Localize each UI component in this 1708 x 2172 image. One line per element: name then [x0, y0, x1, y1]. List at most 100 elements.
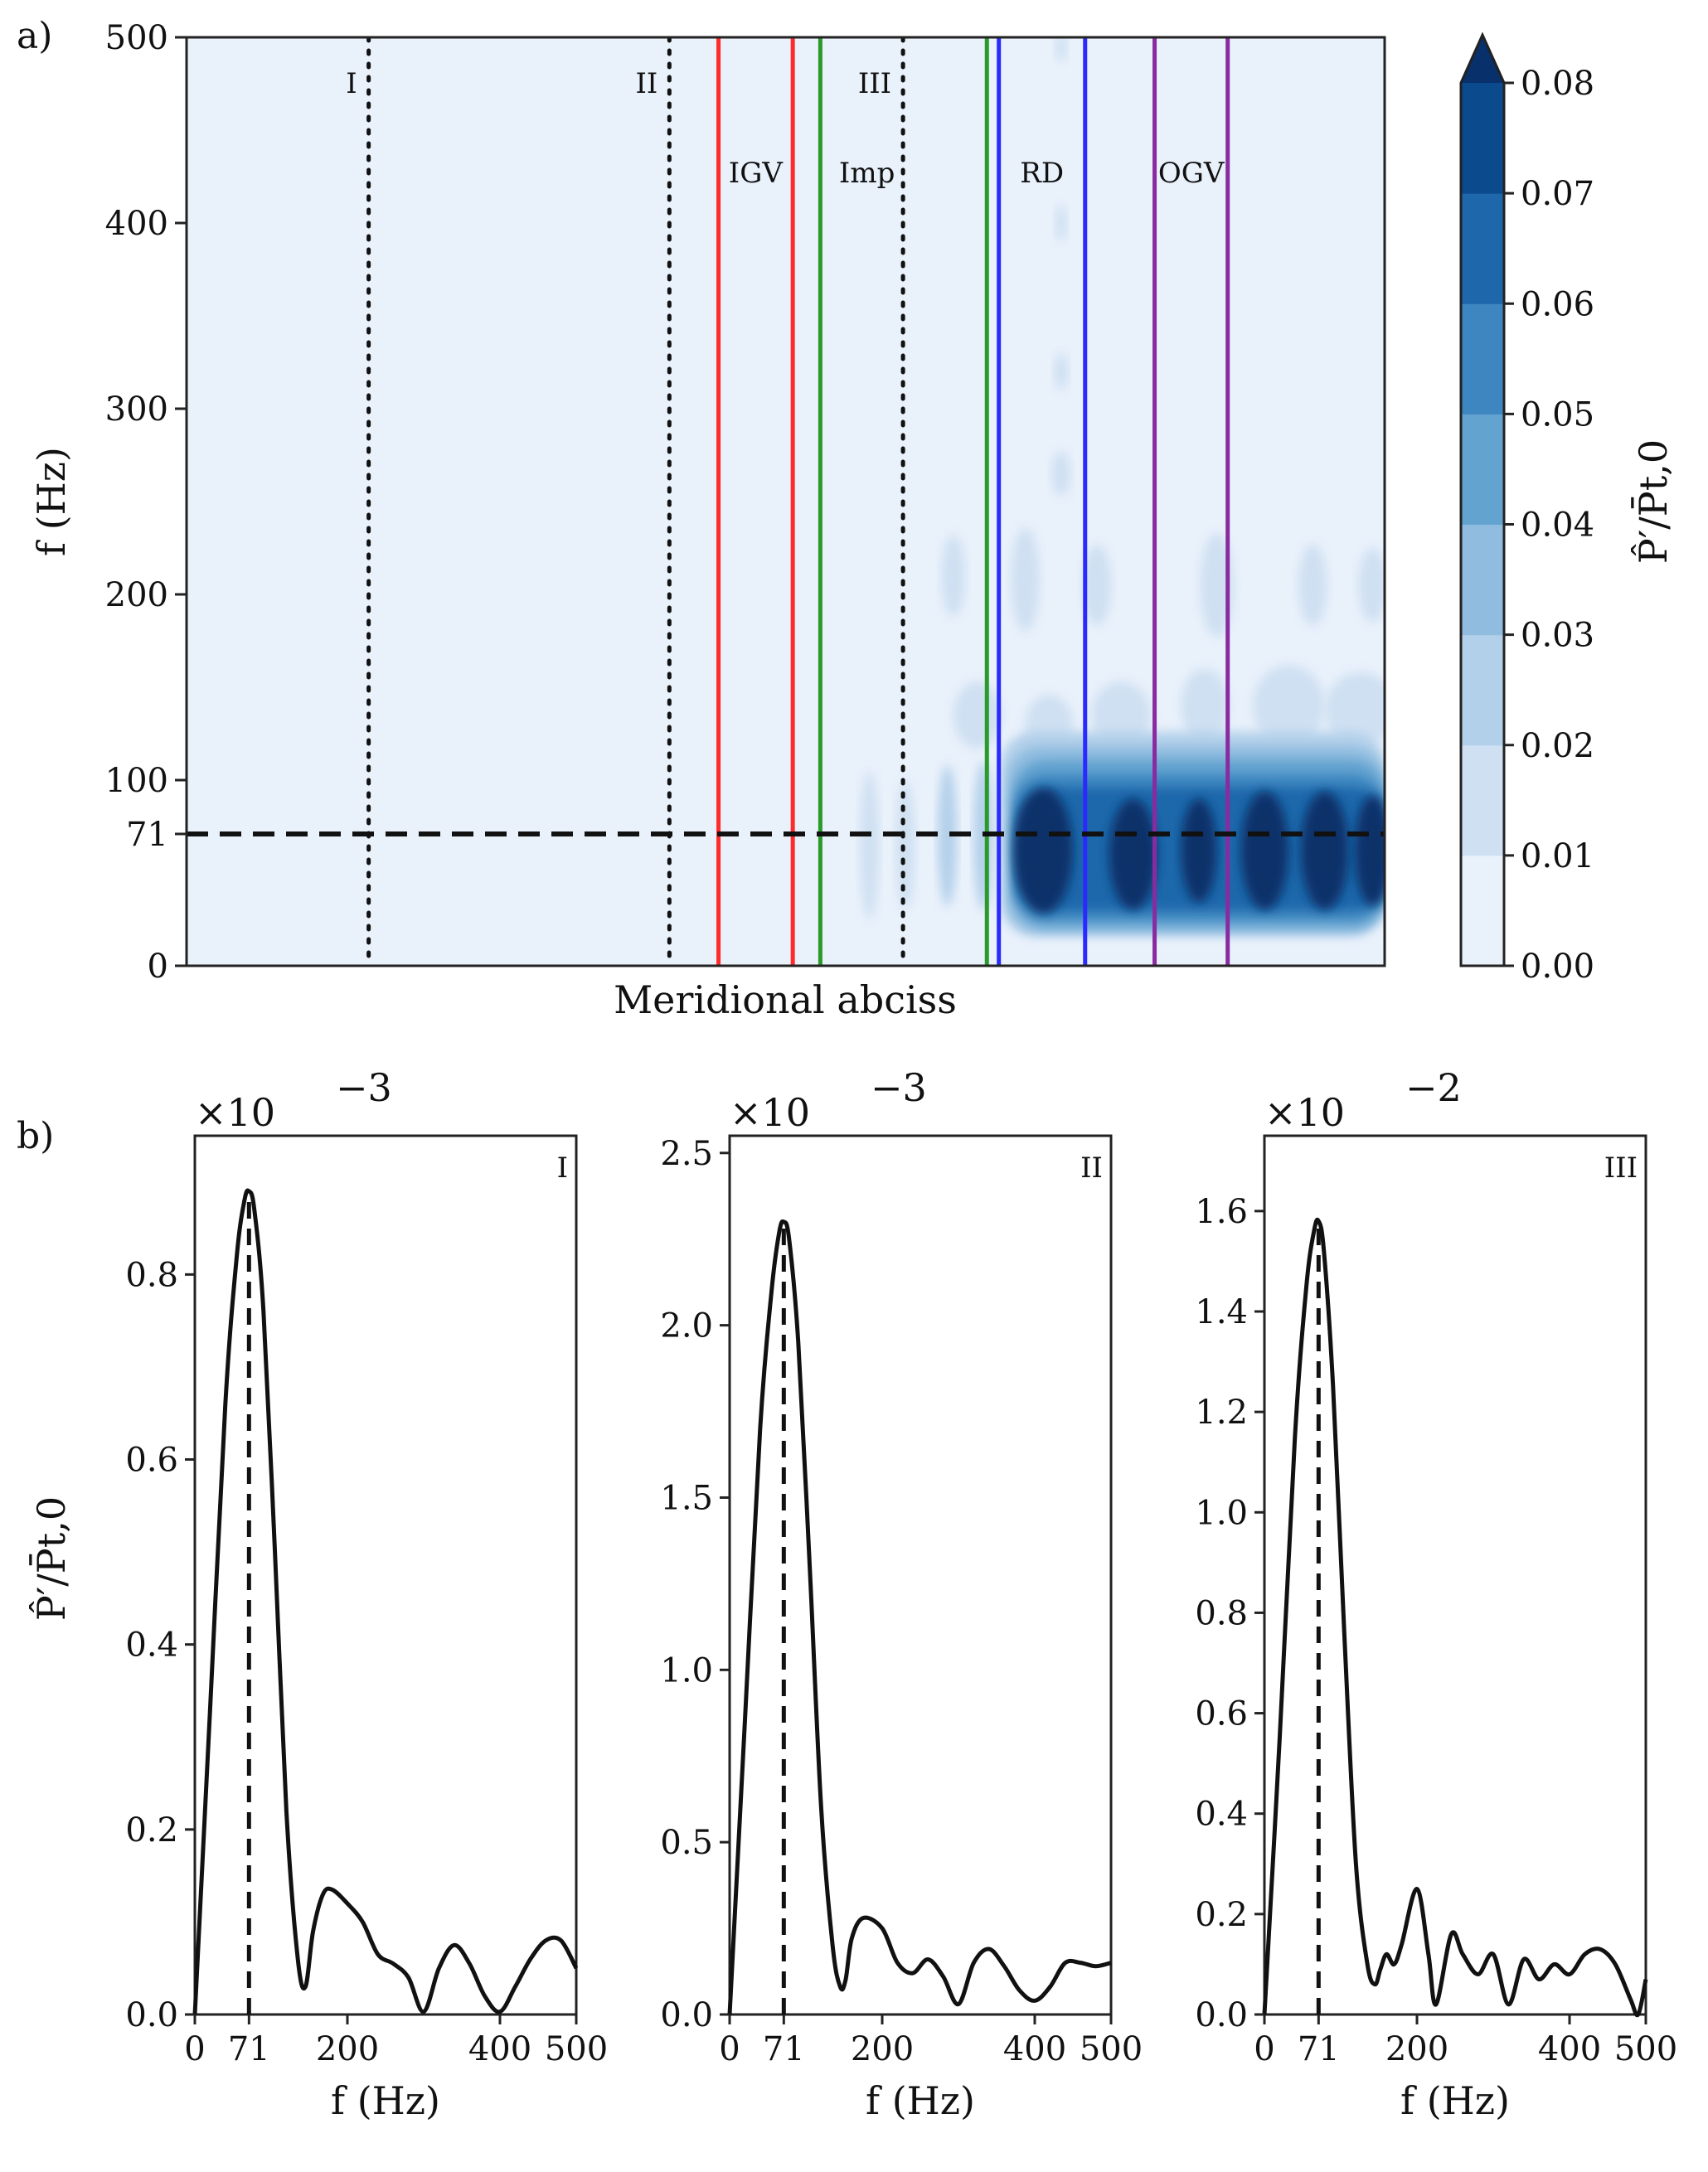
- panel-a-label: a): [17, 15, 52, 57]
- line-chart-II: 0.0 0.5 1.0 1.5 2.0 2.5 0 71 200 400 500 f (Hz) II ×1…: [660, 1065, 1143, 2123]
- y-tick-label: 0.0: [660, 1996, 713, 2034]
- colorbar-segment: [1461, 744, 1504, 856]
- scale-factor-exponent: −3: [336, 1065, 392, 1110]
- panel-b-y-axis-label: P̂′/P̄t,0: [28, 1496, 74, 1621]
- colorbar-segment: [1461, 855, 1504, 967]
- minor-contour: [1011, 527, 1040, 632]
- probe-label-I: I: [346, 67, 357, 100]
- peak-core: [1109, 798, 1157, 910]
- plot-frame: [728, 1134, 1113, 2016]
- x-tick-label: 71: [228, 2030, 270, 2068]
- x-tick-label: 0: [184, 2030, 205, 2068]
- probe-label-II: II: [635, 67, 657, 100]
- peak-core: [1181, 798, 1217, 903]
- x-tick-label: 0: [719, 2030, 740, 2068]
- y-tick-label: 0.6: [1195, 1695, 1248, 1733]
- colorbar-segment: [1461, 83, 1504, 194]
- spectrum-line: [192, 1188, 579, 2015]
- peak-core: [1240, 791, 1289, 910]
- colorbar: 0.00 0.01 0.02 0.03 0.04 0.05 0.06 0.07 0.08: [1459, 32, 1594, 986]
- y-tick-label: 0: [148, 948, 168, 986]
- y-tick-label: 500: [105, 19, 168, 57]
- minor-contour: [1054, 352, 1069, 390]
- minor-contour: [1358, 548, 1385, 623]
- x-tick-label: 71: [763, 2030, 805, 2068]
- y-tick-label: 0.0: [125, 1996, 178, 2034]
- scale-factor-label: ×10: [195, 1090, 275, 1135]
- probe-annotation: I: [557, 1151, 568, 1185]
- probe-annotation: III: [1604, 1151, 1638, 1185]
- colorbar-segment: [1461, 303, 1504, 415]
- probe-annotation: II: [1080, 1151, 1103, 1185]
- panel-b-label: b): [17, 1115, 54, 1157]
- scale-factor-label: ×10: [730, 1090, 810, 1135]
- x-tick-label: 500: [1614, 2030, 1677, 2068]
- y-tick-label: 0.4: [125, 1627, 178, 1665]
- y-axis-ticks: 0 71 100 200 300 400 500: [105, 19, 187, 986]
- x-tick-label: 0: [1254, 2030, 1274, 2068]
- y-tick-label: 100: [105, 762, 168, 800]
- minor-contour: [1055, 204, 1068, 242]
- heatmap-frame: [185, 36, 1386, 967]
- x-tick-label: 400: [468, 2030, 531, 2068]
- y-tick-label: 0.6: [125, 1442, 178, 1480]
- harmonic-contour: [953, 681, 1002, 749]
- y-tick-label: 0.2: [1195, 1896, 1248, 1934]
- heatmap-panel: 0 71 100 200 300 400 500 Meridional abciss f (…: [29, 19, 1676, 1022]
- x-tick-label: 200: [1385, 2030, 1448, 2068]
- colorbar-tick-label: 0.06: [1521, 285, 1594, 323]
- upstream-lobe: [860, 770, 880, 919]
- x-axis-label: Meridional abciss: [614, 977, 957, 1022]
- colorbar-tick-label: 0.02: [1521, 727, 1594, 765]
- y-tick-label: 300: [105, 390, 168, 429]
- colorbar-tick-label: 0.04: [1521, 507, 1594, 545]
- x-tick-label: 200: [316, 2030, 379, 2068]
- zone-label-rd: RD: [1020, 157, 1064, 190]
- y-tick-label: 1.4: [1195, 1293, 1248, 1331]
- colorbar-tick-label: 0.03: [1521, 617, 1594, 655]
- colorbar-segment: [1461, 414, 1504, 525]
- spectrum-line: [1262, 1217, 1648, 2018]
- x-tick-label: 200: [851, 2030, 914, 2068]
- colorbar-segment: [1461, 524, 1504, 636]
- y-tick-label: 1.6: [1195, 1193, 1248, 1231]
- y-tick-label: 0.8: [125, 1256, 178, 1294]
- minor-contour: [941, 535, 966, 617]
- x-tick-label: 400: [1538, 2030, 1601, 2068]
- spectrum-line: [727, 1219, 1112, 2015]
- x-axis-label: f (Hz): [866, 2078, 975, 2123]
- colorbar-tick-label: 0.00: [1521, 948, 1594, 986]
- line-chart-III: 0.0 0.2 0.4 0.6 0.8 1.0 1.2 1.4 1.6 0 71 200 400 500 f…: [1195, 1065, 1677, 2123]
- harmonic-contour: [1324, 672, 1385, 747]
- minor-contour: [1051, 451, 1071, 497]
- y-tick-label: 2.0: [660, 1307, 713, 1345]
- y-tick-label: 1.5: [660, 1479, 713, 1517]
- x-tick-label: 500: [545, 2030, 608, 2068]
- colorbar-tick-label: 0.01: [1521, 837, 1594, 875]
- y-tick-label: 0.4: [1195, 1796, 1248, 1834]
- minor-contour: [1298, 544, 1327, 627]
- upstream-lobe: [938, 765, 958, 907]
- colorbar-extend-arrow: [1461, 35, 1504, 83]
- y-tick-label: 1.0: [660, 1651, 713, 1690]
- minor-contour: [1082, 544, 1112, 627]
- colorbar-label: P̂′/P̄t,0: [1630, 439, 1676, 564]
- y-axis-label: f (Hz): [29, 447, 74, 556]
- y-tick-label: 200: [105, 576, 168, 614]
- y-tick-label: 400: [105, 205, 168, 243]
- plot-frame: [1263, 1134, 1647, 2016]
- peak-core: [1354, 794, 1385, 907]
- colorbar-segment: [1461, 634, 1504, 746]
- y-tick-label: 0.0: [1195, 1996, 1248, 2034]
- zone-label-ogv: OGV: [1158, 157, 1225, 190]
- line-chart-I: 0.0 0.2 0.4 0.6 0.8 0 71 200 400 500 f (Hz) I ×10 −3: [125, 1065, 608, 2123]
- y-tick-label: 1.2: [1195, 1394, 1248, 1432]
- peak-core: [1300, 791, 1349, 910]
- probe-label-III: III: [858, 67, 891, 100]
- minor-contour: [1200, 533, 1234, 638]
- scale-factor-exponent: −2: [1405, 1065, 1462, 1110]
- scale-factor-exponent: −3: [871, 1065, 927, 1110]
- zone-label-igv: IGV: [729, 157, 784, 190]
- scale-factor-label: ×10: [1264, 1090, 1345, 1135]
